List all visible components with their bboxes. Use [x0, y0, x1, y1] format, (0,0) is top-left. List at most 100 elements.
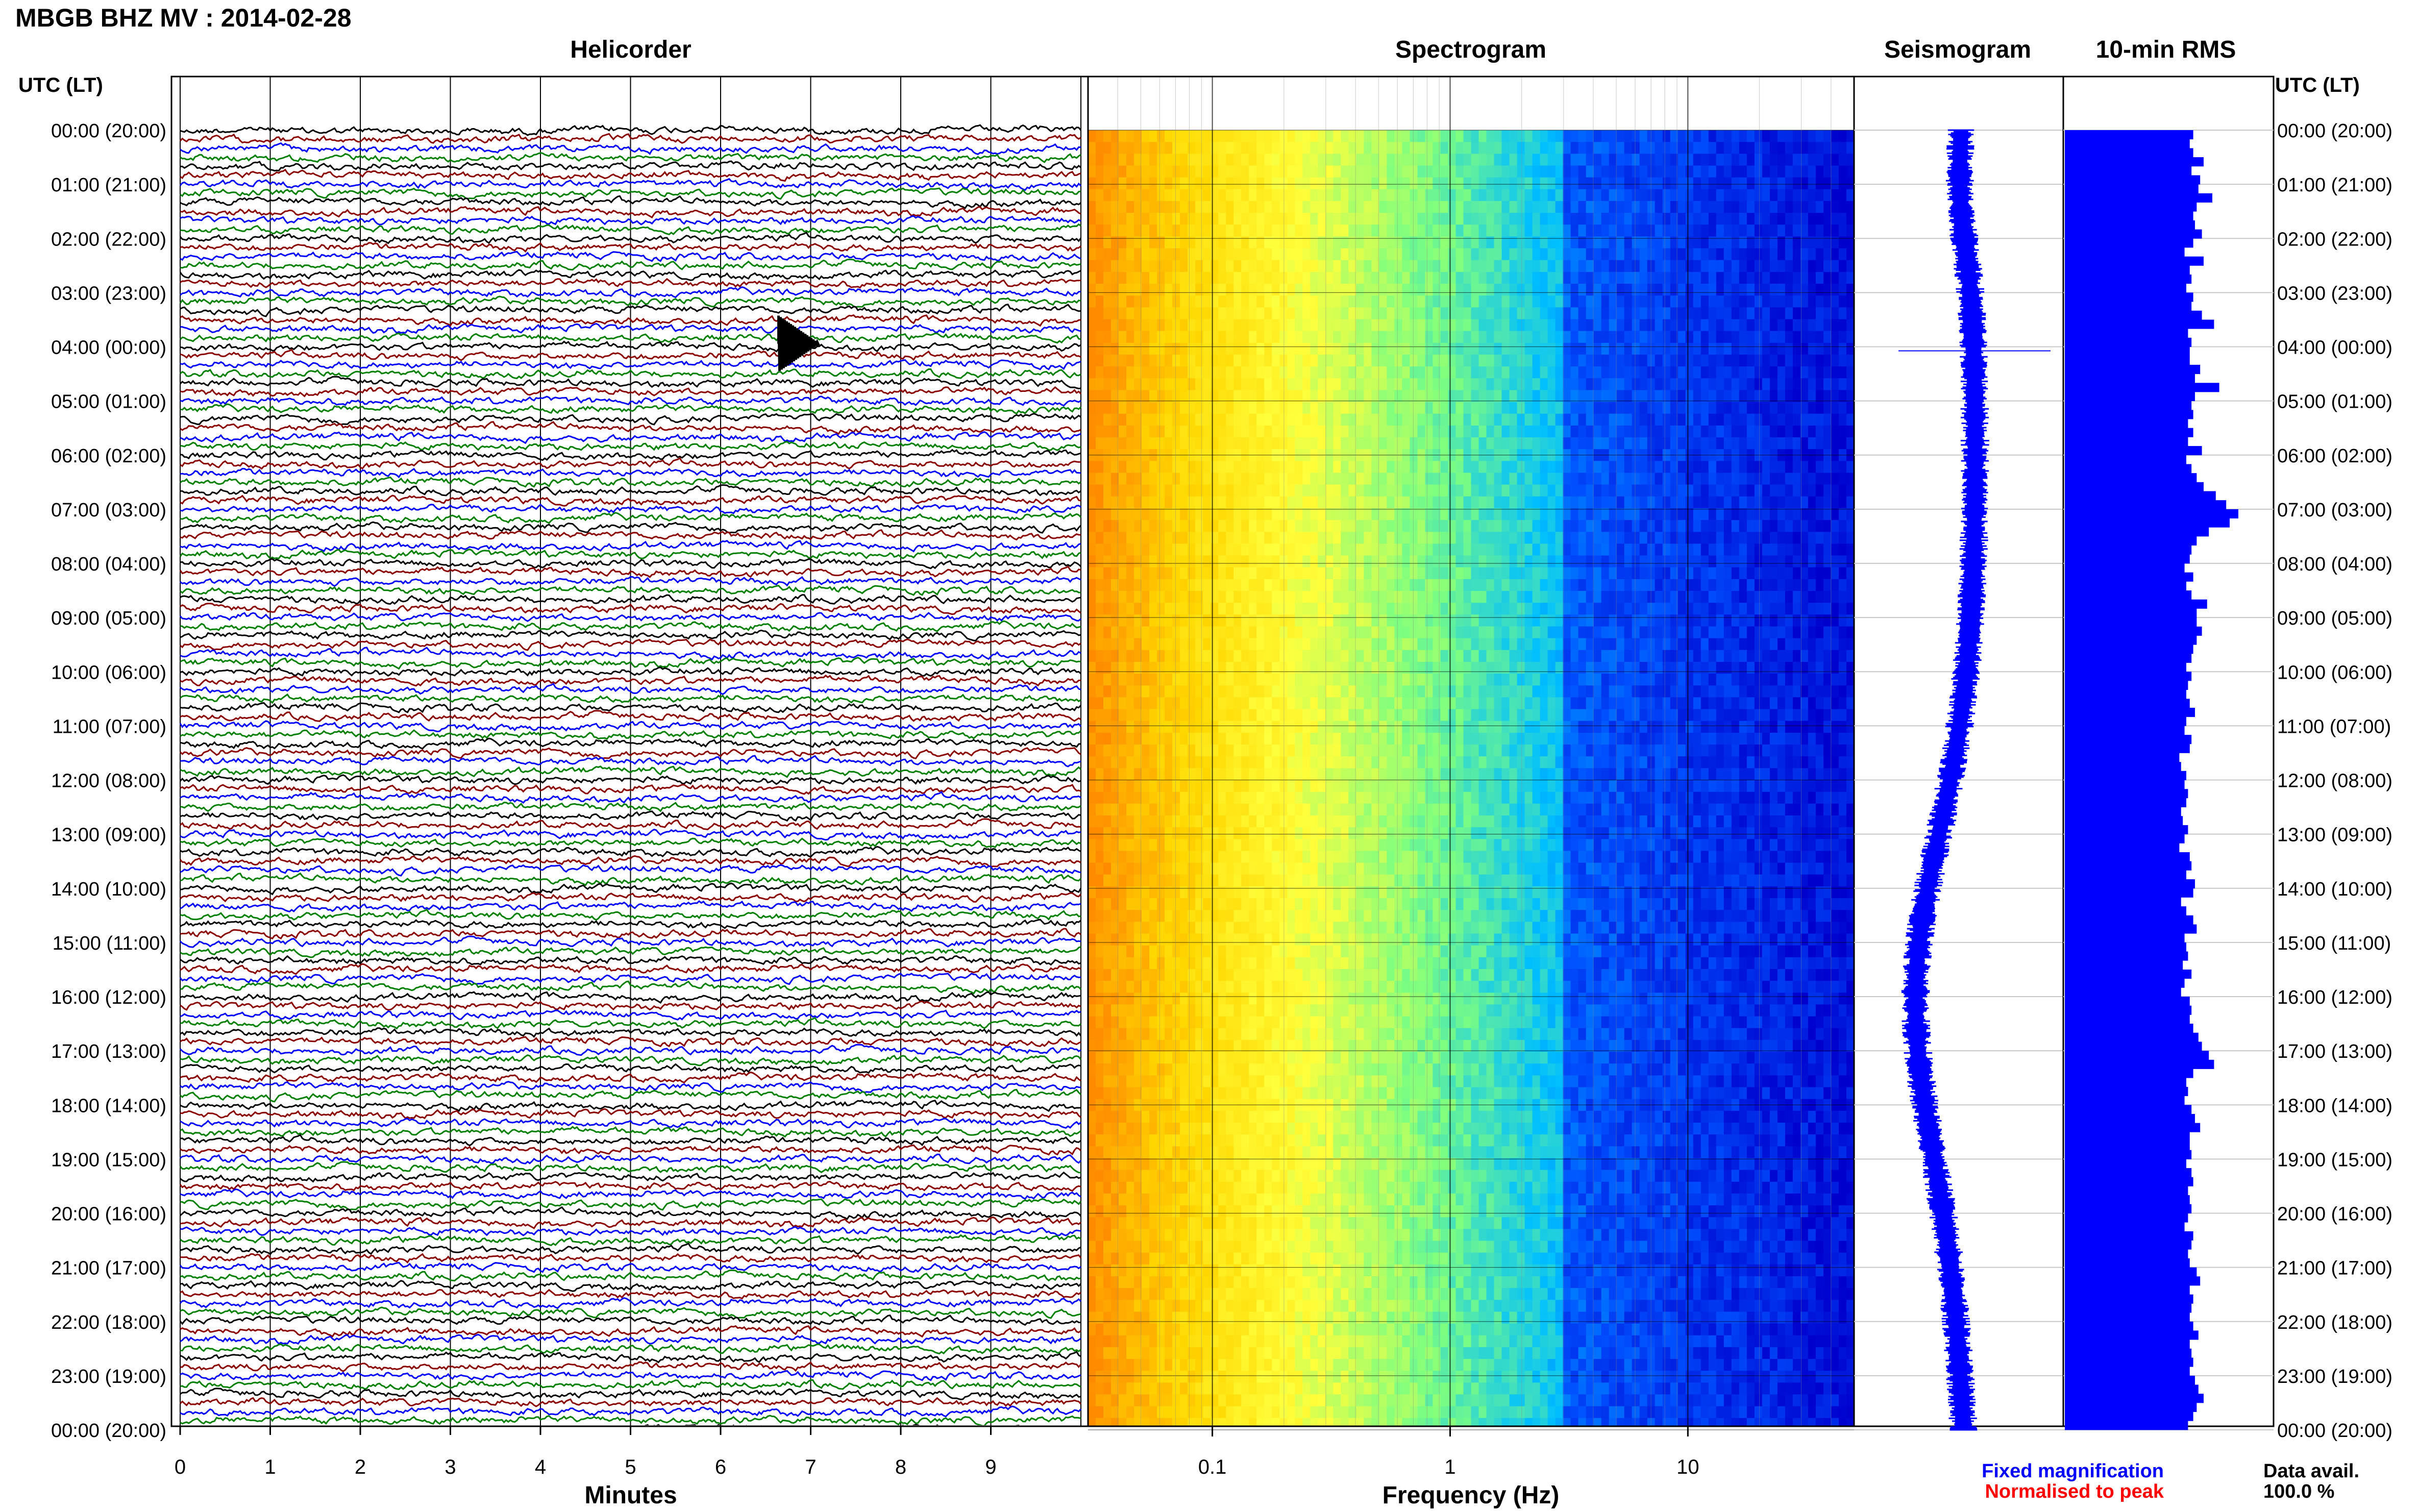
spectrogram-cell — [1341, 543, 1349, 556]
spectrogram-cell — [1509, 484, 1518, 497]
spectrogram-cell — [1524, 378, 1533, 390]
spectrogram-cell — [1501, 284, 1510, 296]
spectrogram-cell — [1524, 567, 1533, 580]
spectrogram-cell — [1524, 650, 1533, 662]
spectrogram-cell — [1708, 402, 1717, 414]
spectrogram-cell — [1639, 201, 1648, 213]
spectrogram-cell — [1494, 331, 1502, 343]
spectrogram-cell — [1655, 189, 1663, 202]
spectrogram-cell — [1846, 543, 1854, 556]
spectrogram-cell — [1318, 484, 1326, 497]
spectrogram-cell — [1341, 177, 1349, 190]
helicorder-trace — [179, 1261, 1081, 1273]
spectrogram-cell — [1823, 484, 1832, 497]
spectrogram-cell — [1341, 674, 1349, 686]
spectrogram-cell — [1601, 213, 1610, 225]
spectrogram-cell — [1486, 520, 1495, 532]
spectrogram-cell — [1808, 402, 1816, 414]
spectrogram-cell — [1693, 354, 1701, 367]
spectrogram-cell — [1708, 674, 1717, 686]
spectrogram-cell — [1203, 236, 1211, 249]
spectrogram-cell — [1677, 295, 1686, 308]
spectrogram-cell — [1723, 189, 1732, 202]
spectrogram-cell — [1111, 543, 1119, 556]
spectrogram-cell — [1233, 354, 1242, 367]
spectrogram-cell — [1839, 378, 1847, 390]
spectrogram-cell — [1609, 154, 1617, 166]
spectrogram-cell — [1218, 189, 1226, 202]
spectrogram-cell — [1785, 284, 1793, 296]
spectrogram-cell — [1333, 142, 1341, 154]
spectrogram-cell — [1440, 248, 1449, 261]
spectrogram-cell — [1754, 496, 1763, 509]
spectrogram-cell — [1655, 342, 1663, 355]
spectrogram-cell — [1677, 154, 1686, 166]
spectrogram-cell — [1586, 579, 1594, 591]
spectrogram-cell — [1517, 520, 1525, 532]
spectrogram-cell — [1471, 295, 1479, 308]
spectrogram-cell — [1800, 342, 1809, 355]
spectrogram-cell — [1410, 508, 1418, 520]
spectrogram-cell — [1379, 520, 1387, 532]
spectrogram-cell — [1402, 520, 1410, 532]
spectrogram-cell — [1256, 461, 1265, 474]
helicorder-trace — [180, 251, 1081, 262]
spectrogram-cell — [1846, 331, 1854, 343]
spectrogram-cell — [1440, 662, 1449, 674]
spectrogram-cell — [1731, 213, 1740, 225]
spectrogram-cell — [1746, 213, 1755, 225]
spectrogram-cell — [1402, 307, 1410, 320]
spectrogram-cell — [1831, 142, 1839, 154]
spectrogram-cell — [1846, 130, 1854, 142]
spectrogram-cell — [1410, 295, 1418, 308]
spectrogram-cell — [1823, 307, 1832, 320]
spectrogram-cell — [1341, 425, 1349, 438]
spectrogram-cell — [1310, 532, 1318, 544]
spectrogram-cell — [1295, 271, 1303, 284]
spectrogram-cell — [1501, 520, 1510, 532]
spectrogram-cell — [1555, 201, 1564, 213]
spectrogram-cell — [1624, 295, 1633, 308]
spectrogram-cell — [1279, 579, 1288, 591]
helicorder-trace — [180, 242, 1081, 253]
spectrogram-cell — [1364, 579, 1372, 591]
spectrogram-cell — [1639, 473, 1648, 485]
spectrogram-cell — [1570, 437, 1579, 450]
spectrogram-cell — [1524, 425, 1533, 438]
spectrogram-cell — [1371, 271, 1379, 284]
spectrogram-cell — [1417, 154, 1425, 166]
helicorder-tick-label: 3 — [445, 1456, 456, 1478]
spectrogram-cell — [1486, 154, 1495, 166]
spectrogram-cell — [1333, 579, 1341, 591]
spectrogram-cell — [1708, 591, 1717, 603]
spectrogram-cell — [1165, 461, 1173, 474]
spectrogram-cell — [1486, 638, 1495, 651]
spectrogram-cell — [1134, 201, 1142, 213]
spectrogram-cell — [1563, 248, 1571, 261]
spectrogram-cell — [1800, 390, 1809, 403]
spectrogram-cell — [1555, 555, 1564, 568]
spectrogram-cell — [1279, 555, 1288, 568]
spectrogram-cell — [1815, 378, 1824, 390]
spectrogram-cell — [1165, 532, 1173, 544]
spectrogram-cell — [1165, 496, 1173, 509]
spectrogram-cell — [1746, 413, 1755, 426]
spectrogram-cell — [1088, 307, 1096, 320]
spectrogram-cell — [1157, 154, 1165, 166]
spectrogram-cell — [1517, 307, 1525, 320]
spectrogram-cell — [1823, 225, 1832, 237]
spectrogram-cell — [1088, 638, 1096, 651]
spectrogram-cell — [1685, 201, 1694, 213]
spectrogram-cell — [1341, 638, 1349, 651]
spectrogram-cell — [1088, 130, 1096, 142]
spectrogram-cell — [1302, 638, 1311, 651]
spectrogram-cell — [1088, 685, 1096, 698]
helicorder-trace — [179, 1397, 1082, 1407]
helicorder-trace — [180, 1206, 1082, 1221]
spectrogram-cell — [1839, 130, 1847, 142]
spectrogram-cell — [1601, 543, 1610, 556]
spectrogram-cell — [1524, 532, 1533, 544]
spectrogram-cell — [1318, 496, 1326, 509]
spectrogram-cell — [1172, 437, 1180, 450]
helicorder-trace — [180, 872, 1082, 886]
